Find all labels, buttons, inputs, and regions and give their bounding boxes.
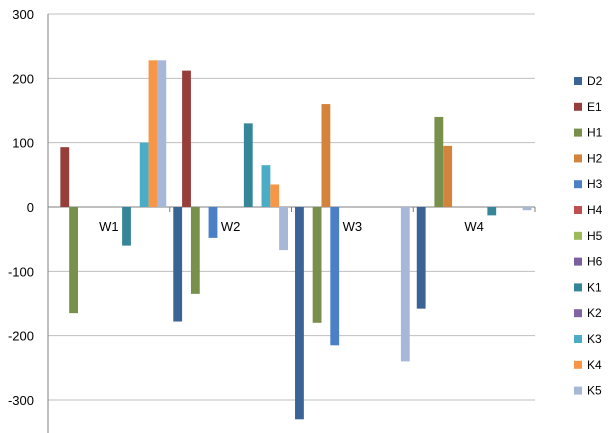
legend-swatch	[574, 77, 582, 85]
category-label: W2	[221, 219, 241, 234]
legend-label: K3	[587, 332, 602, 346]
legend-swatch	[574, 206, 582, 214]
bar-h1-w3	[312, 207, 322, 323]
legend-swatch	[574, 309, 582, 318]
legend-label: H2	[587, 151, 603, 165]
category-label: W3	[343, 219, 363, 234]
bar-h3-w3	[330, 207, 340, 346]
bar-d2-w4	[416, 207, 426, 309]
y-tick-label: -100	[8, 264, 34, 279]
legend-label: H1	[587, 126, 603, 140]
legend-swatch	[574, 128, 582, 137]
legend-label: H3	[587, 177, 603, 191]
y-tick-label: -200	[8, 329, 34, 344]
bar-k3-w2	[261, 165, 271, 207]
y-tick-label: 300	[12, 7, 34, 22]
legend-label: H4	[587, 203, 603, 217]
legend-swatch	[574, 386, 582, 395]
bar-k1-w4	[487, 207, 497, 216]
legend-label: H5	[587, 229, 603, 243]
bar-k5-w2	[279, 207, 288, 251]
bars	[60, 60, 532, 420]
bar-k4-w2	[270, 184, 280, 207]
legend-swatch	[574, 257, 582, 266]
y-tick-label: 0	[27, 200, 34, 215]
bar-k5-w4	[522, 207, 532, 211]
y-tick-label: 200	[12, 71, 34, 86]
bar-k5-w3	[400, 207, 410, 362]
legend-swatch	[574, 360, 582, 369]
bar-k1-w2	[243, 123, 253, 207]
legend-label: K1	[587, 280, 602, 294]
legend-label: K4	[587, 358, 602, 372]
bar-h2-w3	[321, 104, 331, 207]
category-label: W1	[99, 219, 119, 234]
legend-swatch	[574, 335, 582, 343]
bar-d2-w3	[295, 207, 304, 420]
bar-k3-w1	[139, 142, 149, 207]
bar-h2-w4	[443, 145, 453, 207]
category-label: W4	[464, 219, 484, 234]
legend-swatch	[574, 283, 582, 292]
legend-swatch	[574, 180, 582, 189]
bar-h1-w1	[69, 207, 78, 314]
legend-label: D2	[587, 74, 603, 88]
legend-label: K5	[587, 384, 602, 398]
legend: D2 E1 H1 H2 H3 H4 H5 H6 K1 K2 K3 K4 K5	[574, 74, 603, 398]
legend-swatch	[574, 231, 582, 240]
bar-e1-w1	[60, 147, 70, 207]
y-tick-label: 100	[12, 136, 34, 151]
bar-k4-w1	[148, 60, 158, 207]
y-axis: 300 200 100 0 -100 -200 -300	[8, 7, 536, 433]
legend-swatch	[574, 154, 582, 163]
bar-h1-w2	[190, 207, 200, 294]
bar-k5-w1	[157, 60, 167, 207]
bar-k1-w1	[122, 207, 131, 246]
bar-h1-w4	[434, 116, 444, 207]
legend-label: H6	[587, 255, 603, 269]
category-labels: W1 W2 W3 W4	[99, 219, 484, 234]
legend-swatch	[574, 102, 582, 111]
bar-e1-w2	[182, 70, 191, 207]
bar-h3-w2	[208, 207, 218, 238]
legend-label: E1	[587, 100, 602, 114]
bar-d2-w2	[173, 207, 183, 322]
legend-label: K2	[587, 306, 602, 320]
y-tick-label: -300	[8, 393, 34, 408]
